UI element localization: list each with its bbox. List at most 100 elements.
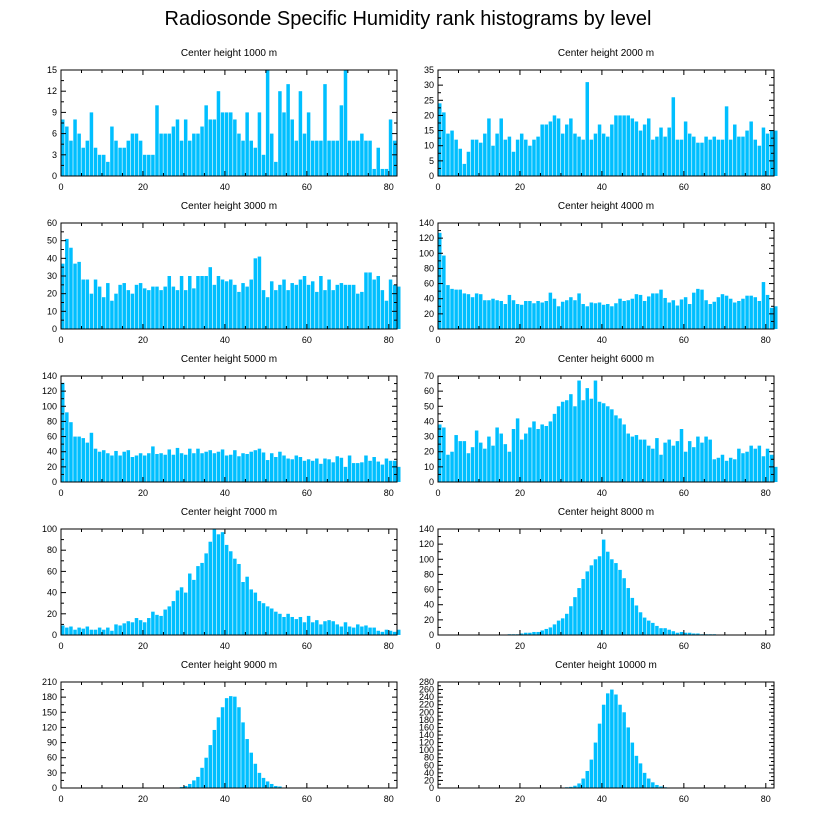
histogram-bar [101,297,106,329]
histogram-bar [528,427,532,482]
histogram-bar [65,627,69,635]
x-tick-label: 40 [220,335,230,345]
histogram-bar [392,631,397,635]
histogram-bar [85,442,90,482]
histogram-bar [335,456,340,482]
histogram-bar [442,255,446,329]
histogram-bar [114,450,118,482]
histogram-bar [495,133,499,176]
histogram-bar [499,433,503,482]
histogram-bar [548,627,553,635]
histogram-bar [101,450,106,482]
histogram-bar [253,147,258,176]
histogram-bar [487,436,491,482]
histogram-bar [376,276,381,329]
histogram-bar [392,284,397,329]
histogram-bar [114,624,118,635]
y-tick-label: 20 [424,447,434,457]
histogram-bar [495,427,499,482]
histogram-bar [741,298,745,329]
x-tick-label: 20 [515,794,525,804]
histogram-bar [438,424,442,482]
histogram-bar [577,293,581,329]
y-tick-label: 10 [424,462,434,472]
panel-title: Center height 7000 m [181,507,277,518]
y-tick-label: 80 [424,263,434,273]
histogram-bar [392,460,397,482]
histogram-bar [626,588,630,635]
histogram-bar [360,133,364,176]
histogram-bar [200,276,204,329]
histogram-bar [269,133,274,176]
histogram-bar [544,425,549,482]
y-tick-label: 0 [52,783,57,793]
histogram-bar [265,297,270,329]
histogram-bar [376,461,381,482]
histogram-bar [282,112,286,176]
histogram-bar [745,295,749,329]
histogram-bar [593,559,598,635]
histogram-bar [757,445,762,482]
histogram-bar [61,119,65,176]
histogram-bar [294,455,299,482]
histogram-bar [585,388,590,482]
histogram-bar [716,297,721,329]
histogram-bar [700,142,704,176]
histogram-bar [737,300,741,329]
histogram-bar [442,427,446,482]
histogram-bar [733,302,737,329]
histogram-bar [265,460,270,482]
histogram-bar [601,539,606,635]
y-tick-label: 180 [42,692,57,702]
histogram-panel-9: Center height 9000 m 0 20 40 60 80 0 30 60 90 120 1… [42,660,398,804]
histogram-bar [687,441,692,482]
histogram-bar [483,448,487,482]
histogram-bar [597,556,602,635]
x-tick-label: 0 [435,488,440,498]
histogram-bar [630,436,635,482]
histogram-bar [167,276,172,329]
histogram-bar [220,707,225,788]
histogram-bar [511,151,516,176]
x-tick-label: 80 [761,641,771,651]
histogram-bar [163,286,167,329]
x-tick-label: 20 [138,182,148,192]
y-tick-label: 220 [419,700,434,710]
histogram-bar [200,126,204,176]
histogram-bar [159,453,163,482]
x-tick-label: 20 [138,488,148,498]
histogram-bar [651,139,655,176]
histogram-bar [97,154,102,176]
histogram-bar [712,136,717,176]
histogram-bar [642,617,647,635]
histogram-bar [360,462,364,482]
x-tick-label: 60 [679,182,689,192]
histogram-bar [728,457,733,482]
histogram-bar [118,455,122,482]
histogram-bar [233,696,237,788]
x-tick-label: 40 [220,794,230,804]
histogram-bar [261,777,266,788]
histogram-bar [151,286,155,329]
histogram-bar [749,121,753,176]
histogram-bar [388,119,393,176]
histogram-bar [257,112,262,176]
histogram-bar [749,295,753,329]
y-tick-label: 60 [47,218,57,228]
histogram-bar [101,629,106,635]
histogram-bar [544,300,549,329]
histogram-bar [769,307,774,329]
histogram-bar [642,439,647,482]
histogram-bar [188,448,192,482]
histogram-bar [269,281,274,329]
histogram-bar [679,139,684,176]
histogram-bar [634,755,639,788]
y-tick-label: 150 [42,707,57,717]
histogram-bar [667,629,671,635]
histogram-bar [532,631,536,635]
histogram-bar [737,136,741,176]
histogram-bar [606,406,610,482]
y-tick-label: 100 [42,524,57,534]
histogram-bar [196,448,200,482]
